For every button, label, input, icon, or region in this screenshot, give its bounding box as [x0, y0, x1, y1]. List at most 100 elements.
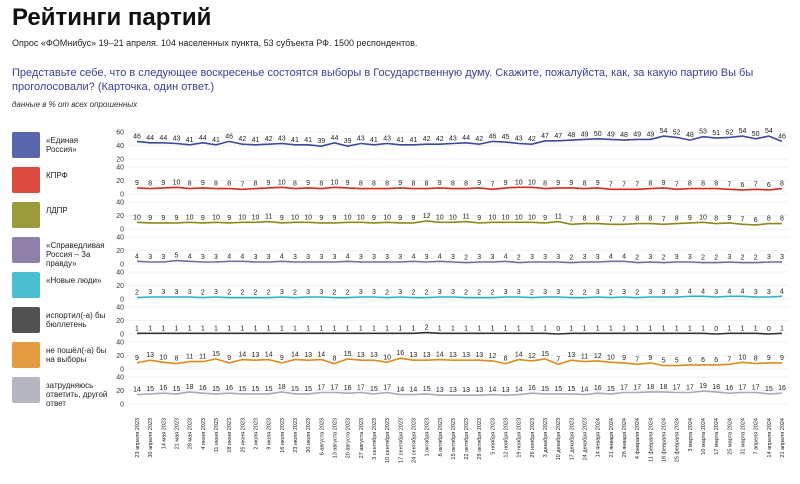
value-label: 8	[464, 181, 468, 188]
value-label: 2	[385, 290, 389, 297]
value-label: 8	[688, 181, 692, 188]
value-label: 13	[462, 352, 470, 359]
value-label: 16	[159, 385, 167, 392]
value-label: 8	[451, 181, 455, 188]
value-label: 8	[293, 181, 297, 188]
value-label: 12	[528, 353, 536, 360]
value-label: 1	[188, 325, 192, 332]
value-label: 14	[291, 352, 299, 359]
value-label: 3	[596, 289, 600, 296]
value-label: 42	[436, 136, 444, 143]
value-label: 17	[383, 385, 391, 392]
value-label: 3	[372, 289, 376, 296]
x-tick-label: 5 ноября 2023	[490, 418, 496, 455]
value-label: 1	[451, 325, 455, 332]
x-tick-label: 14 января 2024	[596, 418, 602, 457]
value-label: 3	[438, 289, 442, 296]
value-label: 10	[739, 354, 747, 361]
x-tick-label: 24 декабря 2023	[583, 418, 589, 460]
value-label: 14	[410, 387, 418, 394]
value-label: 3	[556, 254, 560, 261]
value-label: 10	[383, 214, 391, 221]
value-label: 11	[581, 354, 588, 361]
value-label: 9	[648, 355, 652, 362]
value-label: 0	[767, 326, 771, 333]
value-label: 13	[252, 352, 260, 359]
value-label: 4	[411, 253, 415, 260]
series-line	[136, 357, 782, 367]
value-label: 14	[317, 352, 325, 359]
value-label: 9	[346, 180, 350, 187]
value-label: 47	[541, 133, 549, 140]
value-label: 2	[425, 290, 429, 297]
value-label: 50	[594, 131, 602, 138]
value-label: 1	[622, 325, 626, 332]
value-label: 3	[648, 289, 652, 296]
value-label: 4	[346, 253, 350, 260]
value-label: 10	[133, 214, 141, 221]
value-label: 1	[240, 325, 244, 332]
value-label: 3	[451, 254, 455, 261]
value-label: 7	[675, 181, 679, 188]
series-line	[136, 186, 783, 191]
value-label: 8	[214, 181, 218, 188]
value-label: 47	[554, 133, 562, 140]
value-label: 52	[673, 129, 681, 136]
y-tick-label: 40	[116, 235, 124, 242]
y-tick-label: 0	[120, 297, 124, 304]
value-label: 13	[410, 352, 418, 359]
value-label: 8	[359, 181, 363, 188]
x-tick-label: 20 августа 2023	[346, 418, 352, 458]
value-label: 7	[635, 181, 639, 188]
value-label: 46	[225, 133, 233, 140]
value-label: 2	[635, 290, 639, 297]
value-label: 8	[780, 216, 784, 223]
value-label: 10	[212, 214, 220, 221]
value-label: 50	[752, 131, 760, 138]
value-label: 41	[396, 137, 404, 144]
value-label: 9	[306, 180, 310, 187]
value-label: 3	[385, 254, 389, 261]
value-label: 9	[175, 215, 179, 222]
value-label: 1	[293, 325, 297, 332]
value-label: 9	[477, 180, 481, 187]
value-label: 9	[543, 215, 547, 222]
value-label: 15	[554, 386, 562, 393]
value-label: 15	[238, 386, 246, 393]
value-label: 46	[778, 133, 786, 140]
value-label: 5	[675, 358, 679, 365]
value-label: 9	[135, 180, 139, 187]
value-label: 9	[767, 355, 771, 362]
value-label: 3	[372, 254, 376, 261]
x-tick-label: 23 июля 2023	[293, 418, 299, 453]
value-label: 14	[581, 387, 589, 394]
value-label: 9	[135, 355, 139, 362]
x-tick-label: 14 апреля 2024	[767, 418, 773, 458]
x-tick-label: 8 октября 2023	[438, 418, 444, 457]
value-label: 48	[686, 132, 694, 139]
value-label: 18	[186, 384, 194, 391]
value-label: 3	[214, 254, 218, 261]
x-tick-label: 23 апреля 2023	[135, 418, 141, 458]
value-label: 44	[331, 135, 339, 142]
value-label: 9	[372, 215, 376, 222]
value-label: 14	[515, 387, 523, 394]
value-label: 1	[411, 325, 415, 332]
value-label: 10	[699, 214, 707, 221]
series-line	[137, 331, 783, 335]
value-label: 7	[240, 181, 244, 188]
x-tick-label: 17 сентября 2023	[398, 418, 404, 463]
value-label: 17	[739, 385, 747, 392]
value-label: 1	[359, 325, 363, 332]
value-label: 13	[357, 352, 365, 359]
value-label: 7	[662, 216, 666, 223]
value-label: 2	[662, 255, 666, 262]
value-label: 8	[188, 181, 192, 188]
value-label: 42	[528, 136, 536, 143]
value-label: 10	[159, 354, 167, 361]
value-label: 15	[212, 386, 220, 393]
value-label: 9	[398, 180, 402, 187]
value-label: 8	[648, 181, 652, 188]
value-label: 1	[504, 325, 508, 332]
